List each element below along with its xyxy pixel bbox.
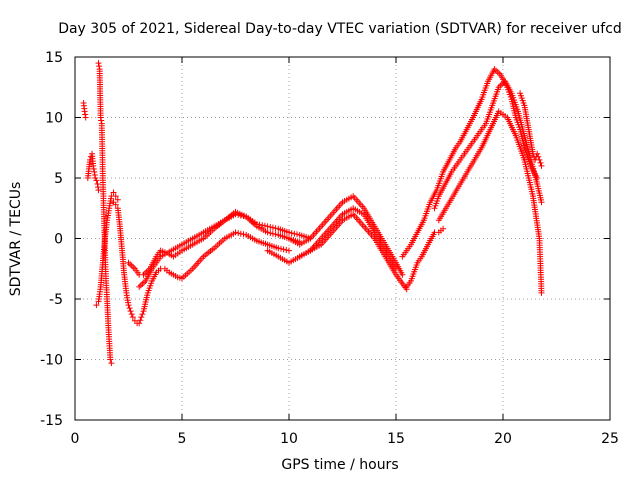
y-tick-label: 15 bbox=[45, 50, 63, 66]
series-satellite-track-4 bbox=[93, 189, 121, 309]
series-markers bbox=[399, 66, 541, 260]
x-tick-label: 15 bbox=[387, 431, 405, 447]
series-markers bbox=[431, 78, 545, 212]
series-markers bbox=[517, 90, 545, 169]
plot-frame bbox=[74, 56, 611, 421]
series-satellite-track-12 bbox=[399, 66, 541, 260]
chart-title: Day 305 of 2021, Sidereal Day-to-day VTE… bbox=[58, 21, 622, 37]
y-tick-label: -5 bbox=[49, 292, 63, 308]
x-tick-label: 0 bbox=[71, 431, 80, 447]
x-axis-label: GPS time / hours bbox=[281, 457, 398, 473]
y-tick-label: 5 bbox=[54, 171, 63, 187]
x-tick-labels: 0 5 10 15 20 25 bbox=[71, 431, 619, 447]
series-satellite-track-2 bbox=[84, 150, 102, 194]
data-series bbox=[80, 60, 545, 367]
y-axis-label: SDTVAR / TECUs bbox=[8, 182, 24, 297]
series-markers bbox=[84, 150, 102, 194]
series-markers bbox=[95, 60, 115, 367]
series-satellite-track-1 bbox=[80, 100, 89, 121]
y-tick-label: -10 bbox=[40, 353, 63, 369]
x-tick-label: 5 bbox=[178, 431, 187, 447]
y-tick-label: -15 bbox=[40, 413, 63, 429]
series-markers bbox=[435, 108, 545, 296]
series-markers bbox=[110, 199, 292, 327]
series-satellite-track-3 bbox=[95, 60, 115, 367]
series-satellite-track-11 bbox=[403, 225, 447, 290]
series-satellite-track-13 bbox=[431, 78, 545, 212]
x-tick-label: 25 bbox=[601, 431, 619, 447]
y-tick-label: 0 bbox=[54, 232, 63, 248]
y-tick-labels: -15 -10 -5 0 5 10 15 bbox=[40, 50, 63, 429]
series-satellite-track-14 bbox=[435, 108, 545, 296]
series-satellite-track-10 bbox=[296, 205, 399, 272]
series-markers bbox=[136, 208, 314, 290]
series-markers bbox=[93, 189, 121, 309]
series-markers bbox=[80, 100, 89, 121]
series-satellite-track-15 bbox=[517, 90, 545, 169]
x-tick-label: 20 bbox=[494, 431, 512, 447]
series-markers bbox=[403, 225, 447, 290]
grid-lines bbox=[75, 57, 610, 420]
series-markers bbox=[296, 205, 399, 272]
series-satellite-track-9 bbox=[286, 193, 406, 278]
x-tick-label: 10 bbox=[280, 431, 298, 447]
y-tick-label: 10 bbox=[45, 111, 63, 127]
series-satellite-track-5 bbox=[110, 199, 292, 327]
series-markers bbox=[286, 193, 406, 278]
series-satellite-track-7 bbox=[136, 208, 314, 290]
